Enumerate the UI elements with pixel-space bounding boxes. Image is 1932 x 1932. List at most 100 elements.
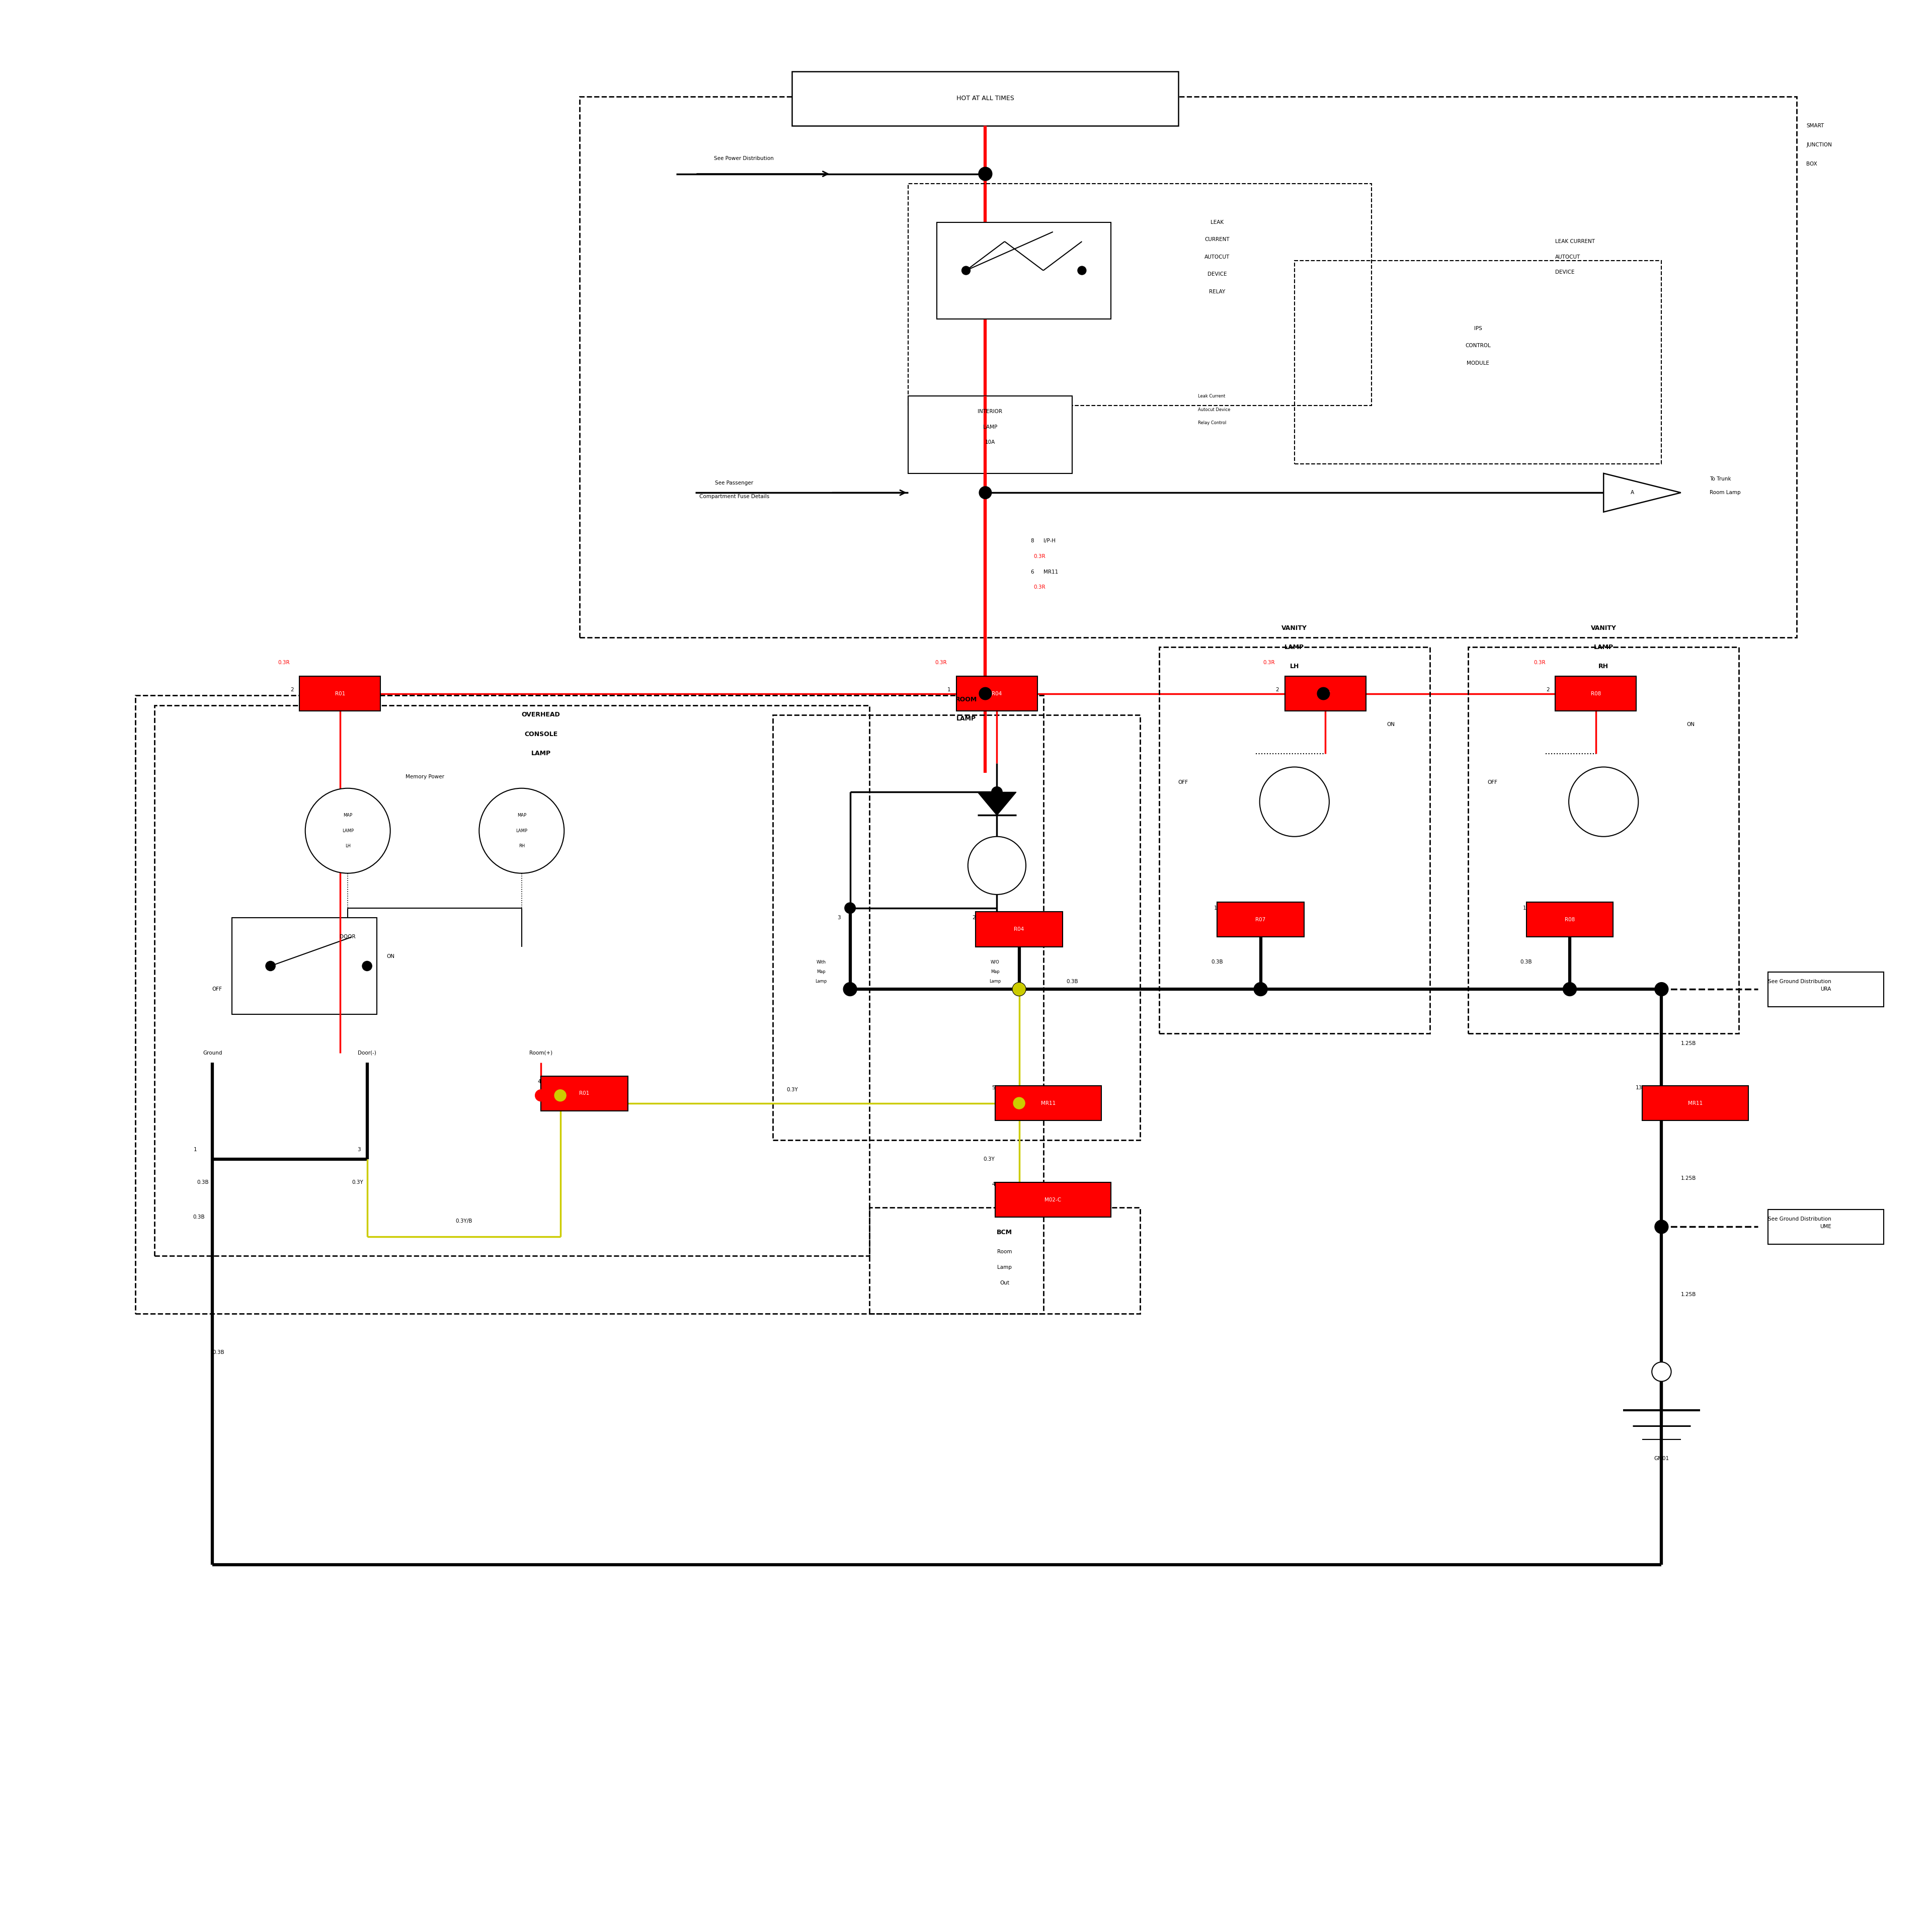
Text: Compartment Fuse Details: Compartment Fuse Details xyxy=(699,495,769,498)
Text: MR11: MR11 xyxy=(1043,570,1059,574)
Text: Leak Current: Leak Current xyxy=(1198,394,1225,398)
Text: GM01: GM01 xyxy=(1654,1457,1669,1461)
Bar xyxy=(1468,647,1739,1034)
Bar xyxy=(1642,1086,1748,1121)
Text: 0.3B: 0.3B xyxy=(1066,980,1078,983)
Text: LAMP: LAMP xyxy=(531,750,551,757)
Text: ON: ON xyxy=(1687,723,1694,726)
Text: See Ground Distribution: See Ground Distribution xyxy=(1768,1217,1832,1221)
Text: See Passenger: See Passenger xyxy=(715,481,753,485)
Text: HOT AT ALL TIMES: HOT AT ALL TIMES xyxy=(956,95,1014,102)
Text: DOOR: DOOR xyxy=(340,935,355,939)
Text: R08: R08 xyxy=(1565,918,1575,922)
Circle shape xyxy=(980,487,991,498)
Text: Ground: Ground xyxy=(203,1051,222,1055)
Text: LAMP: LAMP xyxy=(342,829,354,833)
Text: R04: R04 xyxy=(1014,927,1024,931)
Text: To Trunk: To Trunk xyxy=(1710,477,1731,481)
Circle shape xyxy=(991,786,1003,798)
Circle shape xyxy=(1652,1362,1671,1381)
Text: 0.3Y/B: 0.3Y/B xyxy=(456,1219,471,1223)
Circle shape xyxy=(535,1090,547,1101)
Text: DEVICE: DEVICE xyxy=(1208,272,1227,276)
Text: ROOM: ROOM xyxy=(954,696,978,703)
Text: 1: 1 xyxy=(947,688,951,692)
Text: 0.3R: 0.3R xyxy=(1534,661,1546,665)
Bar xyxy=(299,676,381,711)
Text: Out: Out xyxy=(1001,1281,1009,1285)
Circle shape xyxy=(962,267,970,274)
Text: 3: 3 xyxy=(837,916,840,920)
Text: Room: Room xyxy=(997,1250,1012,1254)
Text: R01: R01 xyxy=(334,692,346,696)
Text: 10A: 10A xyxy=(985,440,995,444)
Text: DEVICE: DEVICE xyxy=(1555,270,1575,274)
Text: I/P-H: I/P-H xyxy=(1043,539,1055,543)
Text: 3: 3 xyxy=(357,1148,361,1151)
Bar xyxy=(1285,676,1366,711)
Text: R07: R07 xyxy=(1320,692,1331,696)
Bar xyxy=(541,1076,628,1111)
Circle shape xyxy=(978,168,993,182)
Bar xyxy=(1217,902,1304,937)
Circle shape xyxy=(267,962,276,970)
Bar xyxy=(869,1208,1140,1314)
Text: 0.3Y: 0.3Y xyxy=(983,1157,995,1161)
Text: Memory Power: Memory Power xyxy=(406,775,444,779)
Text: OFF: OFF xyxy=(1488,781,1497,784)
Text: LEAK: LEAK xyxy=(1211,220,1223,224)
Text: A: A xyxy=(1631,491,1634,495)
Text: VANITY: VANITY xyxy=(1590,624,1617,632)
Text: BOX: BOX xyxy=(1806,162,1818,166)
Text: 13: 13 xyxy=(1636,1086,1642,1090)
Text: See Power Distribution: See Power Distribution xyxy=(715,156,773,160)
Text: MR11: MR11 xyxy=(1041,1101,1055,1105)
Bar xyxy=(792,71,1179,126)
Polygon shape xyxy=(978,792,1016,815)
Circle shape xyxy=(844,902,856,914)
Bar xyxy=(976,912,1063,947)
Text: AUTOCUT: AUTOCUT xyxy=(1204,255,1231,259)
Text: Lamp: Lamp xyxy=(997,1265,1012,1269)
Text: MAP: MAP xyxy=(518,813,526,817)
Text: LAMP: LAMP xyxy=(1594,643,1613,651)
Text: W/O: W/O xyxy=(991,960,999,964)
Circle shape xyxy=(1260,767,1329,837)
Text: JUNCTION: JUNCTION xyxy=(1806,143,1832,147)
Bar xyxy=(1159,647,1430,1034)
Text: 2: 2 xyxy=(972,916,976,920)
Text: LAMP: LAMP xyxy=(956,715,976,723)
Bar xyxy=(773,715,1140,1140)
Text: MR11: MR11 xyxy=(1689,1101,1702,1105)
Text: 0.3R: 0.3R xyxy=(278,661,290,665)
Text: LAMP: LAMP xyxy=(516,829,527,833)
Text: R08: R08 xyxy=(1590,692,1602,696)
Text: R04: R04 xyxy=(991,692,1003,696)
Bar xyxy=(908,396,1072,473)
Text: 1.25B: 1.25B xyxy=(1681,1293,1696,1296)
Text: 0.3R: 0.3R xyxy=(935,661,947,665)
Circle shape xyxy=(1318,688,1329,699)
Text: OVERHEAD: OVERHEAD xyxy=(522,711,560,719)
Circle shape xyxy=(1012,1097,1024,1109)
Text: 0.3B: 0.3B xyxy=(1520,960,1532,964)
Circle shape xyxy=(980,688,991,699)
Text: Map: Map xyxy=(817,970,825,974)
Circle shape xyxy=(479,788,564,873)
Circle shape xyxy=(1078,267,1086,274)
Text: Map: Map xyxy=(991,970,999,974)
Text: RELAY: RELAY xyxy=(1209,290,1225,294)
Text: CONSOLE: CONSOLE xyxy=(524,730,558,738)
Text: IPS: IPS xyxy=(1474,327,1482,330)
Text: Lamp: Lamp xyxy=(815,980,827,983)
Circle shape xyxy=(842,981,858,997)
Text: 1.25B: 1.25B xyxy=(1681,1041,1696,1045)
Text: R01: R01 xyxy=(580,1092,589,1095)
Text: 0.3Y: 0.3Y xyxy=(352,1180,363,1184)
Text: 1: 1 xyxy=(193,1148,197,1151)
Text: LAMP: LAMP xyxy=(983,425,997,429)
Text: MAP: MAP xyxy=(344,813,352,817)
Bar xyxy=(956,676,1037,711)
Bar xyxy=(1294,261,1662,464)
Text: 4: 4 xyxy=(991,1182,995,1186)
